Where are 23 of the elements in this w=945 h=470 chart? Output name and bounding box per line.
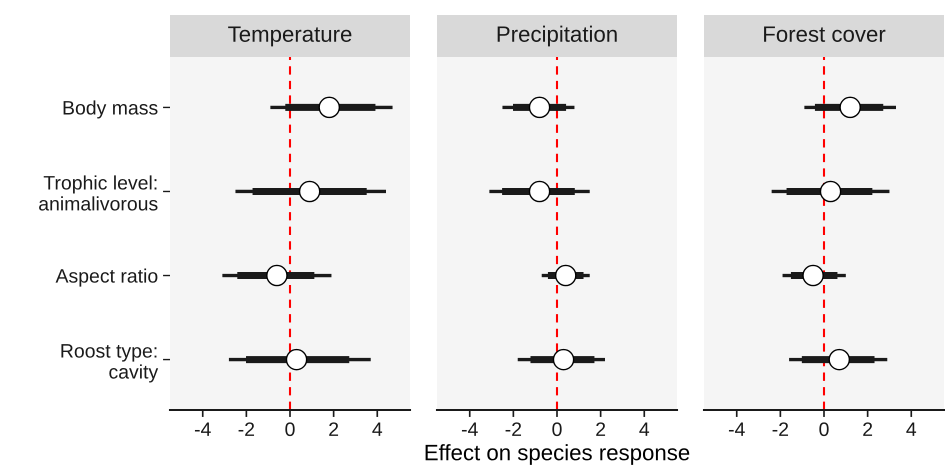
y-tick-label: Roost type: cavity <box>61 344 158 383</box>
x-tick-label: 2 <box>329 422 338 436</box>
x-tick-label: 4 <box>906 422 916 436</box>
y-tick-label: Aspect ratio <box>56 268 158 287</box>
x-tick-label: -4 <box>462 422 478 436</box>
x-tick-label: -2 <box>238 422 254 436</box>
y-tick-label: Trophic level: animalivorous <box>39 175 158 211</box>
x-tick-label: 4 <box>639 422 650 436</box>
x-tick-label: 2 <box>596 422 606 436</box>
chart-title: Precipitation <box>498 26 617 46</box>
y-tick-label: Body mass <box>64 100 158 119</box>
x-tick-label: -4 <box>194 422 211 436</box>
x-tick-label: 2 <box>863 422 872 436</box>
x-tick-label: 4 <box>372 422 382 436</box>
chart-title: Temperature <box>228 26 352 46</box>
x-axis-title: Effect on species response <box>426 444 690 465</box>
x-tick-label: -2 <box>772 422 788 436</box>
x-tick-label: 0 <box>552 422 562 436</box>
x-tick-label: -4 <box>728 422 745 436</box>
x-tick-label: 0 <box>819 422 829 436</box>
chart-title: Forest cover <box>764 26 886 42</box>
x-tick-label: 0 <box>285 422 295 436</box>
x-tick-label: -2 <box>506 422 522 436</box>
